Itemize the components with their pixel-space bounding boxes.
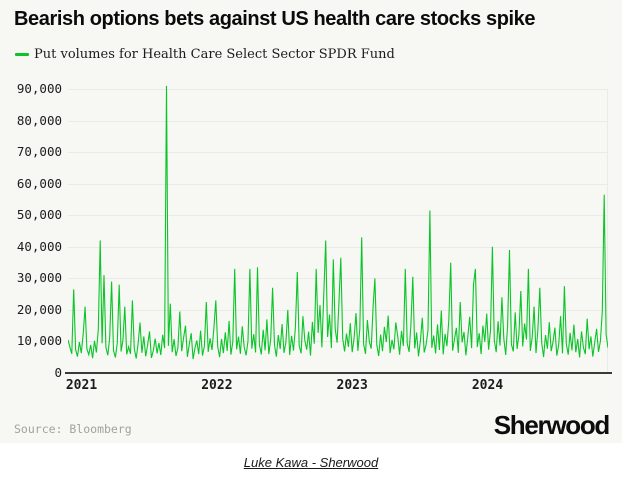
byline-link[interactable]: Luke Kawa - Sherwood [243,454,379,470]
y-tick-label-60000: 60,000 [16,175,62,191]
y-tick-label-10000: 10,000 [16,333,62,349]
y-tick-label-80000: 80,000 [16,112,62,128]
x-tick-label-2022: 2022 [201,378,233,393]
y-tick-label-30000: 30,000 [16,270,62,286]
gridline-right-edge [607,89,608,373]
gridline-90000 [68,89,608,91]
y-tick-label-50000: 50,000 [16,207,62,223]
gridline-50000 [68,215,608,217]
gridline-70000 [68,152,608,154]
x-tick-label-2021: 2021 [65,378,98,393]
chart-footer: Source: Bloomberg Sherwood [0,408,622,443]
gridline-40000 [68,246,608,248]
x-tick-label-2024: 2024 [471,378,504,393]
chart-title: Bearish options bets against US health c… [14,8,536,30]
x-axis-line [65,372,612,374]
gridline-60000 [68,183,608,185]
put-volume-chart: 0 10,000 20,000 30,000 40,000 50,000 60,000 70,… [10,78,614,396]
chart-legend: Put volumes for Health Care Select Secto… [15,47,395,62]
caption-strip: Luke Kawa - Sherwood [0,443,622,481]
gridline-20000 [68,309,608,311]
y-tick-label-20000: 20,000 [16,301,62,317]
legend-series-label: Put volumes for Health Care Select Secto… [34,47,395,62]
gridline-10000 [68,341,608,343]
gridline-80000 [68,120,608,122]
y-tick-label-0: 0 [54,365,62,380]
y-axis-labels: 0 10,000 20,000 30,000 40,000 50,000 60,000 70,… [10,78,62,380]
chart-plot-area: 2021 2022 2023 2024 [65,78,612,396]
y-tick-label-70000: 70,000 [16,144,62,160]
y-tick-label-90000: 90,000 [16,81,62,97]
legend-line-swatch-icon [15,53,29,56]
gridline-30000 [68,278,608,280]
y-tick-label-40000: 40,000 [16,238,62,254]
x-tick-label-2023: 2023 [336,378,368,393]
source-attribution: Source: Bloomberg [14,422,132,436]
chart-card: Bearish options bets against US health c… [0,0,622,443]
sherwood-logo: Sherwood [493,410,611,440]
put-volume-series-line [68,85,608,360]
